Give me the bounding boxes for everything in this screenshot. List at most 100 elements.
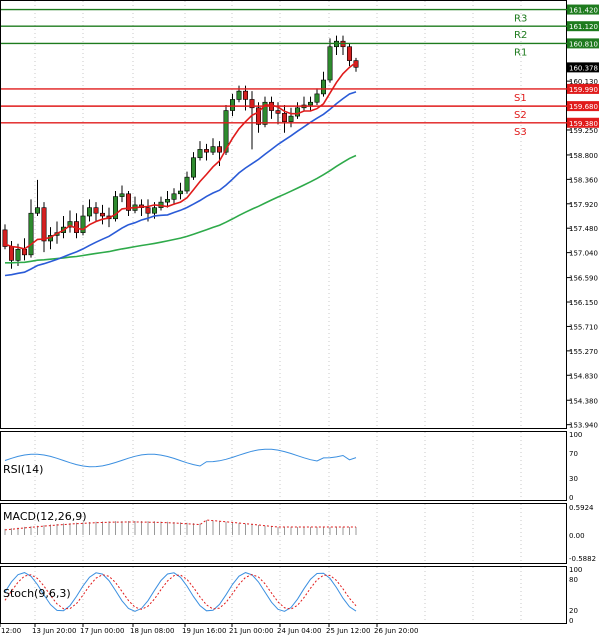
candle-body xyxy=(294,107,300,117)
candle-body xyxy=(15,248,21,261)
candle-body xyxy=(307,101,313,106)
candle xyxy=(307,96,313,111)
macd-scale-label: 0.00 xyxy=(569,532,585,540)
candle xyxy=(171,188,177,205)
macd-scale-label: -0.5882 xyxy=(569,555,596,563)
price-tick-label: 156.590 xyxy=(569,275,598,283)
level-price-box xyxy=(567,117,599,128)
candle xyxy=(353,57,359,72)
time-tick-label: 26 Jun 20:00 xyxy=(374,627,418,635)
candle-body xyxy=(126,193,132,211)
candle xyxy=(184,171,190,194)
rsi-scale-label: 30 xyxy=(569,475,578,483)
macd-scale-label: 0.5924 xyxy=(569,504,594,512)
candle-body xyxy=(28,212,34,256)
candle xyxy=(100,204,106,225)
candle xyxy=(28,199,34,258)
candle-body xyxy=(314,93,320,103)
indicator-panel-frame xyxy=(0,566,567,624)
main-panel-frame xyxy=(0,0,567,429)
candle xyxy=(158,196,164,211)
level-name-r3: R3 xyxy=(514,14,527,25)
candle xyxy=(2,224,8,250)
ma-mid-line xyxy=(4,91,357,277)
time-tick-label: 25 Jun 12:00 xyxy=(326,627,370,635)
current-price-label: 160.378 xyxy=(569,64,598,72)
level-price-box xyxy=(567,21,599,32)
indicator-panel-frame xyxy=(0,503,567,564)
candle-body xyxy=(41,207,47,242)
level-price-label: 161.420 xyxy=(569,7,598,15)
candle xyxy=(223,105,229,155)
ma-slow-line xyxy=(5,154,357,264)
time-tick-label: 17 Jun 00:00 xyxy=(80,627,124,635)
price-tick-label: 160.130 xyxy=(569,78,598,86)
stoch-title: Stoch(9,6,3) xyxy=(3,587,71,600)
price-tick-label: 157.920 xyxy=(569,201,598,209)
candle-body xyxy=(178,190,184,195)
candle xyxy=(314,88,320,106)
candle-body xyxy=(67,221,73,228)
level-name-s1: S1 xyxy=(514,93,527,104)
candle xyxy=(80,204,86,236)
level-price-box xyxy=(567,4,599,15)
candle xyxy=(204,143,210,161)
price-tick-label: 156.150 xyxy=(569,299,598,307)
time-tick-label: 12:00 xyxy=(1,627,21,635)
candle xyxy=(236,85,242,103)
candle xyxy=(249,91,255,150)
stoch-scale-label: 100 xyxy=(569,566,582,574)
candle xyxy=(197,141,203,161)
indicator-panel-frame xyxy=(0,431,567,501)
candle-body xyxy=(171,193,177,200)
candle xyxy=(301,96,307,111)
candle xyxy=(34,179,40,216)
candle xyxy=(340,35,346,56)
level-price-label: 161.120 xyxy=(569,23,598,31)
candle-body xyxy=(255,107,261,125)
candle xyxy=(294,102,300,119)
price-tick-label: 159.250 xyxy=(569,127,598,135)
candle-body xyxy=(184,176,190,192)
candle xyxy=(191,152,197,180)
rsi-scale-label: 0 xyxy=(569,494,573,502)
candle xyxy=(320,71,326,97)
price-tick-label: 154.830 xyxy=(569,372,598,380)
candle-body xyxy=(217,146,223,153)
rsi-scale-label: 100 xyxy=(569,431,582,439)
candle-body xyxy=(9,246,15,261)
candle-body xyxy=(288,115,294,122)
candle xyxy=(119,185,125,203)
candle-body xyxy=(2,229,8,247)
candle xyxy=(132,196,138,214)
rsi-line xyxy=(4,448,357,468)
current-price-box xyxy=(567,62,599,73)
candle-body xyxy=(191,157,197,178)
candle xyxy=(327,38,333,83)
candle-body xyxy=(262,101,268,125)
price-tick-label: 154.380 xyxy=(569,397,598,405)
macd-title: MACD(12,26,9) xyxy=(3,510,87,523)
price-tick-label: 157.480 xyxy=(569,225,598,233)
price-tick-label: 155.710 xyxy=(569,323,598,331)
candle xyxy=(333,35,339,56)
rsi-title: RSI(14) xyxy=(3,463,43,476)
candle xyxy=(93,202,99,222)
candle xyxy=(87,199,93,222)
level-price-label: 159.990 xyxy=(569,86,598,94)
level-price-label: 160.810 xyxy=(569,40,598,48)
candle xyxy=(165,191,171,208)
level-price-label: 159.680 xyxy=(569,103,598,111)
time-tick-label: 13 Jun 20:00 xyxy=(32,627,76,635)
candle-body xyxy=(249,99,255,109)
candle xyxy=(210,138,216,155)
candle-body xyxy=(197,149,203,159)
candle-body xyxy=(165,199,171,203)
candle-body xyxy=(236,90,242,100)
level-price-box xyxy=(567,38,599,49)
time-tick-label: 18 Jun 08:00 xyxy=(130,627,174,635)
price-tick-label: 158.800 xyxy=(569,152,598,160)
candle-body xyxy=(87,207,93,217)
time-tick-label: 21 Jun 00:00 xyxy=(229,627,273,635)
candle-body xyxy=(152,207,158,214)
